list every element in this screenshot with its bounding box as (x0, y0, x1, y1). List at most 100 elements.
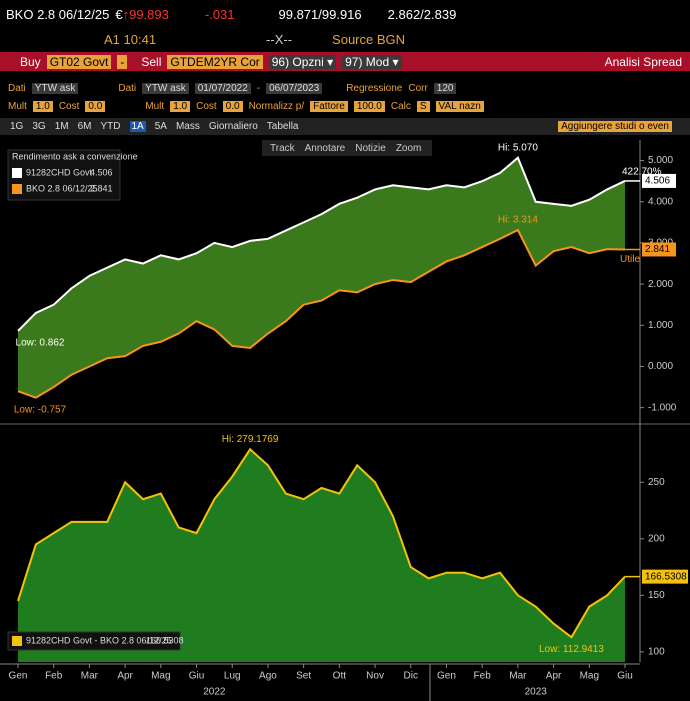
last-value-box (642, 173, 676, 188)
annotation: 422.70% (622, 167, 662, 178)
legend-label: 91282CHD Govt - BKO 2.8 06/12/25 (26, 635, 172, 645)
y-tick-label: 200 (648, 533, 665, 544)
legend-label: BKO 2.8 06/12/25 (26, 183, 98, 193)
x-tick-label: Dic (404, 671, 418, 682)
currency: € (115, 6, 123, 22)
low-label: Low: 112.9413 (539, 644, 604, 655)
studies-input[interactable]: Aggiungere studi o even (558, 121, 672, 132)
sell-ticker[interactable]: GTDEM2YR Cor (167, 54, 263, 69)
x-tick-label: Apr (546, 671, 562, 682)
price: ↑99.893 (122, 6, 169, 22)
chart-tools: Track Annotare Notizie Zoom (262, 140, 432, 156)
period-button[interactable]: 3G (32, 121, 46, 132)
x-tick-label: Mar (81, 671, 99, 682)
y-tick-label: -1.000 (648, 402, 677, 413)
period-button[interactable]: 5A (154, 121, 167, 132)
status-bar: A1 10:41 --X-- Source BGN (0, 30, 690, 48)
period-button[interactable]: YTD (100, 121, 121, 132)
legend-box (7, 631, 181, 651)
setting[interactable]: 0.0 (85, 100, 106, 112)
period-button[interactable]: 1A (129, 121, 146, 132)
time: A1 10:41 (104, 31, 157, 47)
chart-tool[interactable]: Track (270, 142, 295, 154)
security: BKO 2.8 06/12/25 (6, 6, 110, 22)
y-tick-label: 0.000 (648, 361, 673, 372)
bid-ask: 99.871/99.916 (278, 6, 362, 22)
mod-menu[interactable]: 97) Mod ▾ (342, 54, 402, 69)
x-tick-label: Feb (474, 671, 492, 682)
x-tick-label: Mar (509, 671, 527, 682)
last-value-box (642, 569, 688, 584)
change: -.031 (204, 6, 235, 22)
year-label: 2022 (203, 687, 226, 698)
y-tick-label: 4.000 (648, 196, 673, 207)
x-tick-label: Lug (224, 671, 241, 682)
y-tick-label: 1.000 (648, 320, 673, 331)
options-menu[interactable]: 96) Opzni ▾ (268, 54, 337, 69)
legend-value: 2.841 (90, 183, 113, 193)
setting[interactable]: 0.0 (222, 100, 243, 112)
settings-row: Dati YTW ask Dati YTW ask 01/07/2022-06/07/2… (0, 80, 690, 96)
x-tick-label: Feb (45, 671, 63, 682)
setting: Mult (8, 100, 27, 112)
action-bar: Buy GT02 Govt - Sell GTDEM2YR Cor 96) Op… (0, 52, 690, 71)
setting: Dati (118, 82, 137, 94)
x-tick-label: Giu (617, 671, 633, 682)
buy-button[interactable]: Buy (20, 54, 41, 69)
setting[interactable]: Fattore (310, 100, 348, 112)
period-button[interactable]: Mass (175, 121, 200, 132)
setting: - (256, 82, 261, 94)
period-bar: 1G 3G 1M 6M YTD 1A 5A Mass Giornaliero Tabella Agg… (0, 118, 690, 135)
x-tick-label: Gen (437, 671, 456, 682)
y-tick-label: 150 (648, 590, 665, 601)
setting[interactable]: 1.0 (32, 100, 53, 112)
legend-swatch (12, 184, 22, 194)
chart-tool[interactable]: Notizie (355, 142, 386, 154)
hi-label: Hi: 3.314 (498, 215, 538, 226)
x-tick-label: Mag (151, 671, 170, 682)
period-button[interactable]: Tabella (266, 121, 299, 132)
setting[interactable]: S (416, 100, 430, 112)
setting[interactable]: VAL nazn (435, 100, 484, 112)
x-tick-label: Gen (9, 671, 28, 682)
setting[interactable]: YTW ask (142, 82, 189, 94)
x-tick-label: Ago (259, 671, 277, 682)
sell-button[interactable]: Sell (141, 54, 162, 69)
marker: --X-- (266, 31, 293, 47)
legend-swatch (12, 168, 22, 178)
quote-bar: BKO 2.8 06/12/25 € ↑99.893 -.031 99.871/… (0, 4, 690, 24)
x-tick-label: Apr (117, 671, 133, 682)
series-line (17, 156, 626, 332)
year-label: 2023 (525, 687, 548, 698)
setting[interactable]: 06/07/2023 (266, 82, 323, 94)
x-tick-label: Ott (333, 671, 347, 682)
chart-tool[interactable]: Zoom (395, 142, 422, 154)
legend-label: 91282CHD Govt (26, 167, 93, 177)
legend-box (7, 149, 121, 201)
series-line (17, 228, 626, 399)
setting[interactable]: 01/07/2022 (194, 82, 251, 94)
y-tick-label: 5.000 (648, 155, 673, 166)
setting[interactable]: 120 (433, 82, 457, 94)
dash: - (117, 54, 128, 69)
y-tick-label: 2.000 (648, 279, 673, 290)
last-value-box (642, 242, 676, 257)
y-tick-label: 100 (648, 646, 665, 657)
last-value-label: 2.841 (645, 244, 670, 255)
setting: Calc (390, 100, 411, 112)
period-button[interactable]: 1M (54, 121, 69, 132)
setting[interactable]: 100.0 (353, 100, 385, 112)
period-button[interactable]: Giornaliero (208, 121, 258, 132)
x-tick-label: Giu (189, 671, 205, 682)
period-button[interactable]: 1G (10, 121, 24, 132)
period-button[interactable]: 6M (77, 121, 92, 132)
setting[interactable]: 1.0 (170, 100, 191, 112)
setting: Cost (58, 100, 80, 112)
setting[interactable]: YTW ask (31, 82, 79, 94)
y-tick-label: 250 (648, 477, 665, 488)
annotation: Utile (620, 254, 640, 265)
chart-tool[interactable]: Annotare (304, 142, 346, 154)
buy-ticker[interactable]: GT02 Govt (46, 54, 112, 69)
low-label: Low: -0.757 (14, 404, 67, 415)
